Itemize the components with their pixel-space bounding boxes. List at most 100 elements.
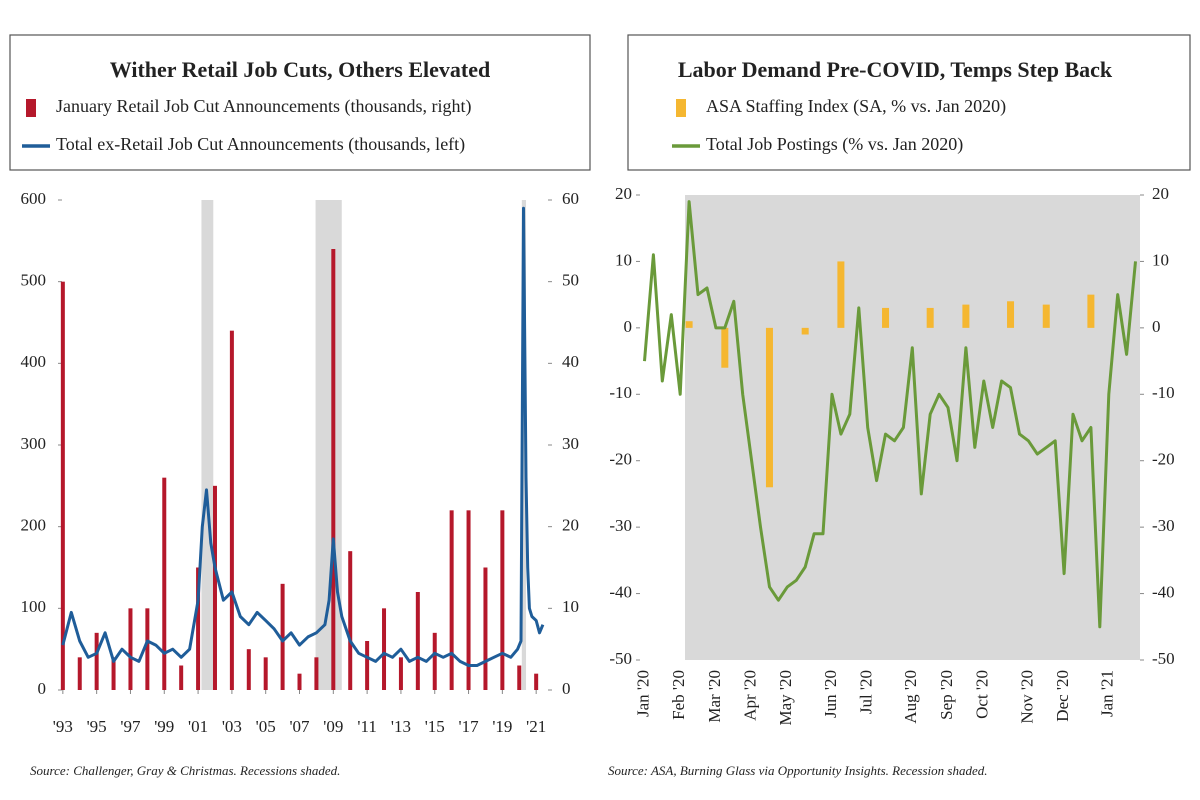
bar (263, 657, 268, 690)
x-tick-label: Mar '20 (705, 670, 724, 723)
y2-tick-label: 10 (562, 597, 579, 616)
source-note: Source: Challenger, Gray & Christmas. Re… (30, 763, 340, 778)
x-tick-label: '09 (323, 717, 343, 736)
x-tick-label: '05 (256, 717, 276, 736)
y2-tick-label: -40 (1152, 582, 1175, 601)
y2-tick-label: -50 (1152, 649, 1175, 668)
x-tick-label: Jul '20 (857, 670, 876, 714)
bar (162, 477, 167, 690)
bar (1087, 294, 1095, 328)
y2-tick-label: 40 (562, 352, 579, 371)
chart-title: Wither Retail Job Cuts, Others Elevated (110, 57, 491, 82)
bar (1007, 301, 1015, 328)
y2-tick-label: 50 (562, 271, 579, 290)
bar (365, 641, 370, 690)
x-tick-label: Jan '21 (1098, 670, 1117, 717)
series-line (61, 206, 545, 667)
x-tick-label: '13 (391, 717, 411, 736)
bar (801, 327, 809, 335)
recession-shade (685, 195, 1140, 660)
bar (128, 608, 133, 690)
x-tick-label: '97 (120, 717, 141, 736)
y2-tick-label: 60 (562, 189, 579, 208)
x-tick-label: May '20 (776, 670, 795, 725)
y-tick-label: 300 (21, 434, 47, 453)
bar (721, 327, 729, 368)
source-note: Source: ASA, Burning Glass via Opportuni… (608, 763, 988, 778)
x-tick-label: '93 (53, 717, 73, 736)
bar (517, 665, 522, 690)
y2-tick-label: 20 (562, 516, 579, 535)
bar (449, 510, 454, 690)
x-tick-label: Aug '20 (901, 670, 920, 724)
y2-tick-label: -20 (1152, 450, 1175, 469)
x-tick-label: Dec '20 (1053, 670, 1072, 722)
bar (500, 510, 505, 690)
y2-tick-label: 0 (1152, 317, 1161, 336)
x-tick-label: Jun '20 (821, 670, 840, 718)
bar (962, 304, 970, 328)
bar (348, 551, 353, 690)
bar (314, 657, 319, 690)
bar (280, 583, 285, 690)
bar (685, 321, 693, 328)
x-tick-label: '03 (222, 717, 242, 736)
y-tick-label: 200 (21, 516, 47, 535)
y-tick-label: 400 (21, 352, 47, 371)
bar (94, 632, 99, 690)
y-tick-label: -20 (609, 450, 632, 469)
legend-swatch (676, 99, 686, 117)
y-tick-label: -10 (609, 383, 632, 402)
bar (534, 673, 539, 690)
bar (331, 249, 336, 690)
x-tick-label: '07 (289, 717, 310, 736)
x-tick-label: '15 (425, 717, 445, 736)
recession-shade (521, 200, 527, 690)
bar (145, 608, 150, 690)
bar (882, 307, 890, 328)
y-tick-label: 600 (21, 189, 47, 208)
x-tick-label: Apr '20 (741, 670, 760, 721)
bar (77, 657, 82, 690)
bar (179, 665, 184, 690)
bar (229, 330, 234, 690)
bar (1042, 304, 1050, 328)
y-tick-label: 100 (21, 597, 47, 616)
x-tick-label: Sep '20 (937, 670, 956, 720)
y-tick-label: 20 (615, 184, 632, 203)
y2-tick-label: 10 (1152, 250, 1169, 269)
bar (246, 649, 251, 690)
x-tick-label: '21 (526, 717, 546, 736)
bar (398, 657, 403, 690)
y-tick-label: -40 (609, 582, 632, 601)
legend-label: January Retail Job Cut Announcements (th… (56, 96, 471, 117)
x-tick-label: '17 (459, 717, 480, 736)
y2-tick-label: 20 (1152, 184, 1169, 203)
bar (837, 261, 845, 328)
x-tick-label: '95 (87, 717, 107, 736)
legend-label: Total ex-Retail Job Cut Announcements (t… (56, 134, 465, 155)
y2-tick-label: -30 (1152, 516, 1175, 535)
y-tick-label: -30 (609, 516, 632, 535)
bar (60, 281, 65, 690)
y2-tick-label: 0 (562, 679, 571, 698)
y-tick-label: 10 (615, 250, 632, 269)
y2-tick-label: 30 (562, 434, 579, 453)
x-tick-label: '99 (154, 717, 174, 736)
y-tick-label: 0 (38, 679, 47, 698)
bar (765, 327, 773, 488)
x-tick-label: Feb '20 (669, 670, 688, 720)
x-tick-label: '11 (357, 717, 376, 736)
chart-title: Labor Demand Pre-COVID, Temps Step Back (678, 57, 1113, 82)
recession-shade (315, 200, 342, 690)
legend-label: Total Job Postings (% vs. Jan 2020) (706, 134, 963, 155)
bar (415, 592, 420, 690)
y-tick-label: 500 (21, 271, 47, 290)
bar (382, 608, 387, 690)
bar (196, 567, 201, 690)
recession-shade (201, 200, 214, 690)
legend-label: ASA Staffing Index (SA, % vs. Jan 2020) (706, 96, 1006, 117)
series-line (643, 200, 1137, 629)
x-tick-label: Jan '20 (633, 670, 652, 717)
